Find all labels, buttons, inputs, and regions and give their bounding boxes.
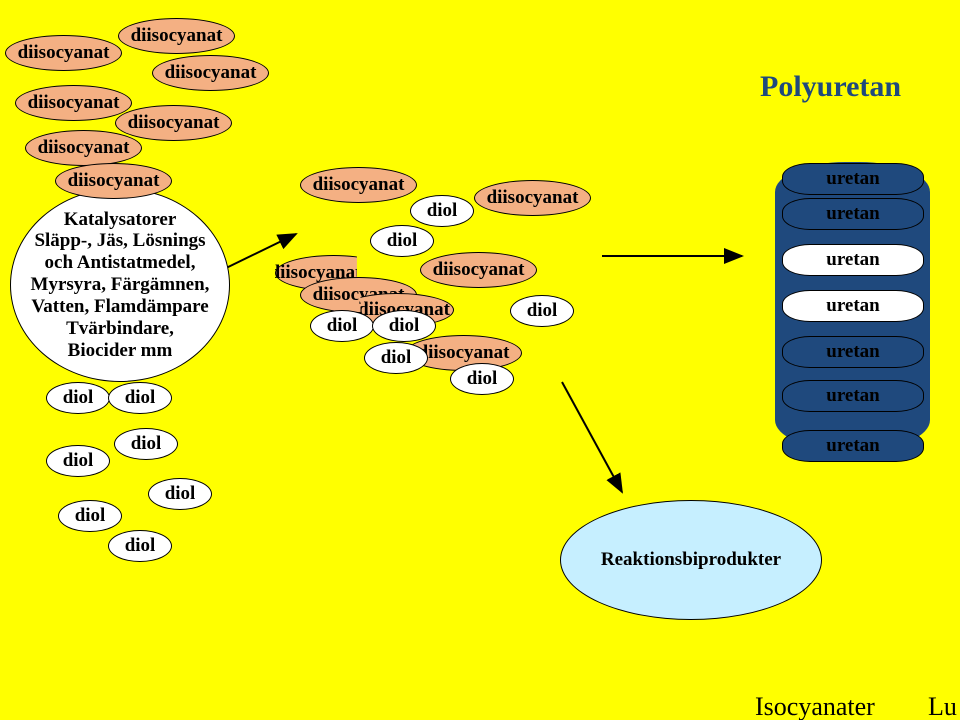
diol-oval-6-label: diol	[125, 535, 156, 557]
uretan-pill-label-3: uretan	[826, 295, 879, 317]
diiso-oval-4: diisocyanat	[118, 18, 235, 54]
diol-oval-11: diol	[364, 342, 428, 374]
diiso-oval-2: diisocyanat	[25, 130, 142, 166]
diiso-oval-3-label: diisocyanat	[68, 170, 160, 192]
diol-oval-0: diol	[46, 382, 110, 414]
info-oval: KatalysatorerSläpp-, Jäs, Lösningsoch An…	[10, 188, 230, 382]
diol-oval-12: diol	[510, 295, 574, 327]
diol-oval-2: diol	[46, 445, 110, 477]
uretan-pill-3: uretan	[782, 290, 924, 322]
diol-oval-1: diol	[108, 382, 172, 414]
diol-oval-9: diol	[310, 310, 374, 342]
diiso-oval-11-label: diisocyanat	[433, 259, 525, 281]
diol-oval-0-label: diol	[63, 387, 94, 409]
diiso-oval-0-label: diisocyanat	[18, 42, 110, 64]
diiso-oval-3: diisocyanat	[55, 163, 172, 199]
diiso-oval-5: diisocyanat	[115, 105, 232, 141]
diol-oval-10: diol	[372, 310, 436, 342]
diol-oval-10-label: diol	[389, 315, 420, 337]
uretan-pill-label-4: uretan	[826, 341, 879, 363]
uretan-pill-label-6: uretan	[826, 435, 879, 457]
diol-oval-5: diol	[148, 478, 212, 510]
diiso-oval-2-label: diisocyanat	[38, 137, 130, 159]
diol-oval-7: diol	[370, 225, 434, 257]
diol-oval-4: diol	[58, 500, 122, 532]
uretan-pill-label-1: uretan	[826, 203, 879, 225]
uretan-pill-label-5: uretan	[826, 385, 879, 407]
diol-oval-12-label: diol	[527, 300, 558, 322]
diiso-oval-12: diisocyanat	[474, 180, 591, 216]
footer-text-2: Lu	[928, 692, 957, 720]
diiso-oval-5-label: diisocyanat	[128, 112, 220, 134]
diiso-oval-7: diisocyanat	[300, 167, 417, 203]
footer-text: Isocyanater	[755, 692, 875, 720]
diol-oval-3-label: diol	[131, 433, 162, 455]
diiso-oval-7-label: diisocyanat	[313, 174, 405, 196]
diol-oval-4-label: diol	[75, 505, 106, 527]
byproduct-oval: Reaktionsbiprodukter	[560, 500, 822, 620]
arrow-1	[562, 382, 622, 492]
diol-oval-8-label: diol	[427, 200, 458, 222]
diol-oval-3: diol	[114, 428, 178, 460]
diiso-oval-4-label: diisocyanat	[131, 25, 223, 47]
uretan-pill-label-2: uretan	[826, 249, 879, 271]
diiso-oval-1-label: diisocyanat	[28, 92, 120, 114]
diiso-oval-6-label: diisocyanat	[165, 62, 257, 84]
uretan-pill-1: uretan	[782, 198, 924, 230]
diiso-oval-6: diisocyanat	[152, 55, 269, 91]
uretan-pill-6: uretan	[782, 430, 924, 462]
info-text: KatalysatorerSläpp-, Jäs, Lösningsoch An…	[31, 209, 210, 362]
uretan-pill-2: uretan	[782, 244, 924, 276]
diagram-stage: Polyuretan KatalysatorerSläpp-, Jäs, Lös…	[0, 0, 960, 720]
uretan-pill-label-0: uretan	[826, 168, 879, 190]
diol-oval-1-label: diol	[125, 387, 156, 409]
diiso-oval-13-label: diisocyanat	[418, 342, 510, 364]
diol-oval-6: diol	[108, 530, 172, 562]
uretan-pill-0: uretan	[782, 163, 924, 195]
uretan-pill-4: uretan	[782, 336, 924, 368]
diol-oval-9-label: diol	[327, 315, 358, 337]
diol-oval-11-label: diol	[381, 347, 412, 369]
diol-oval-13-label: diol	[467, 368, 498, 390]
diiso-oval-1: diisocyanat	[15, 85, 132, 121]
diol-oval-7-label: diol	[387, 230, 418, 252]
diiso-oval-0: diisocyanat	[5, 35, 122, 71]
uretan-pill-5: uretan	[782, 380, 924, 412]
diol-oval-2-label: diol	[63, 450, 94, 472]
diiso-oval-12-label: diisocyanat	[487, 187, 579, 209]
diiso-oval-11: diisocyanat	[420, 252, 537, 288]
diol-oval-13: diol	[450, 363, 514, 395]
diol-oval-8: diol	[410, 195, 474, 227]
byproduct-label: Reaktionsbiprodukter	[601, 549, 781, 571]
diol-oval-5-label: diol	[165, 483, 196, 505]
title-polyuretan: Polyuretan	[760, 70, 901, 104]
